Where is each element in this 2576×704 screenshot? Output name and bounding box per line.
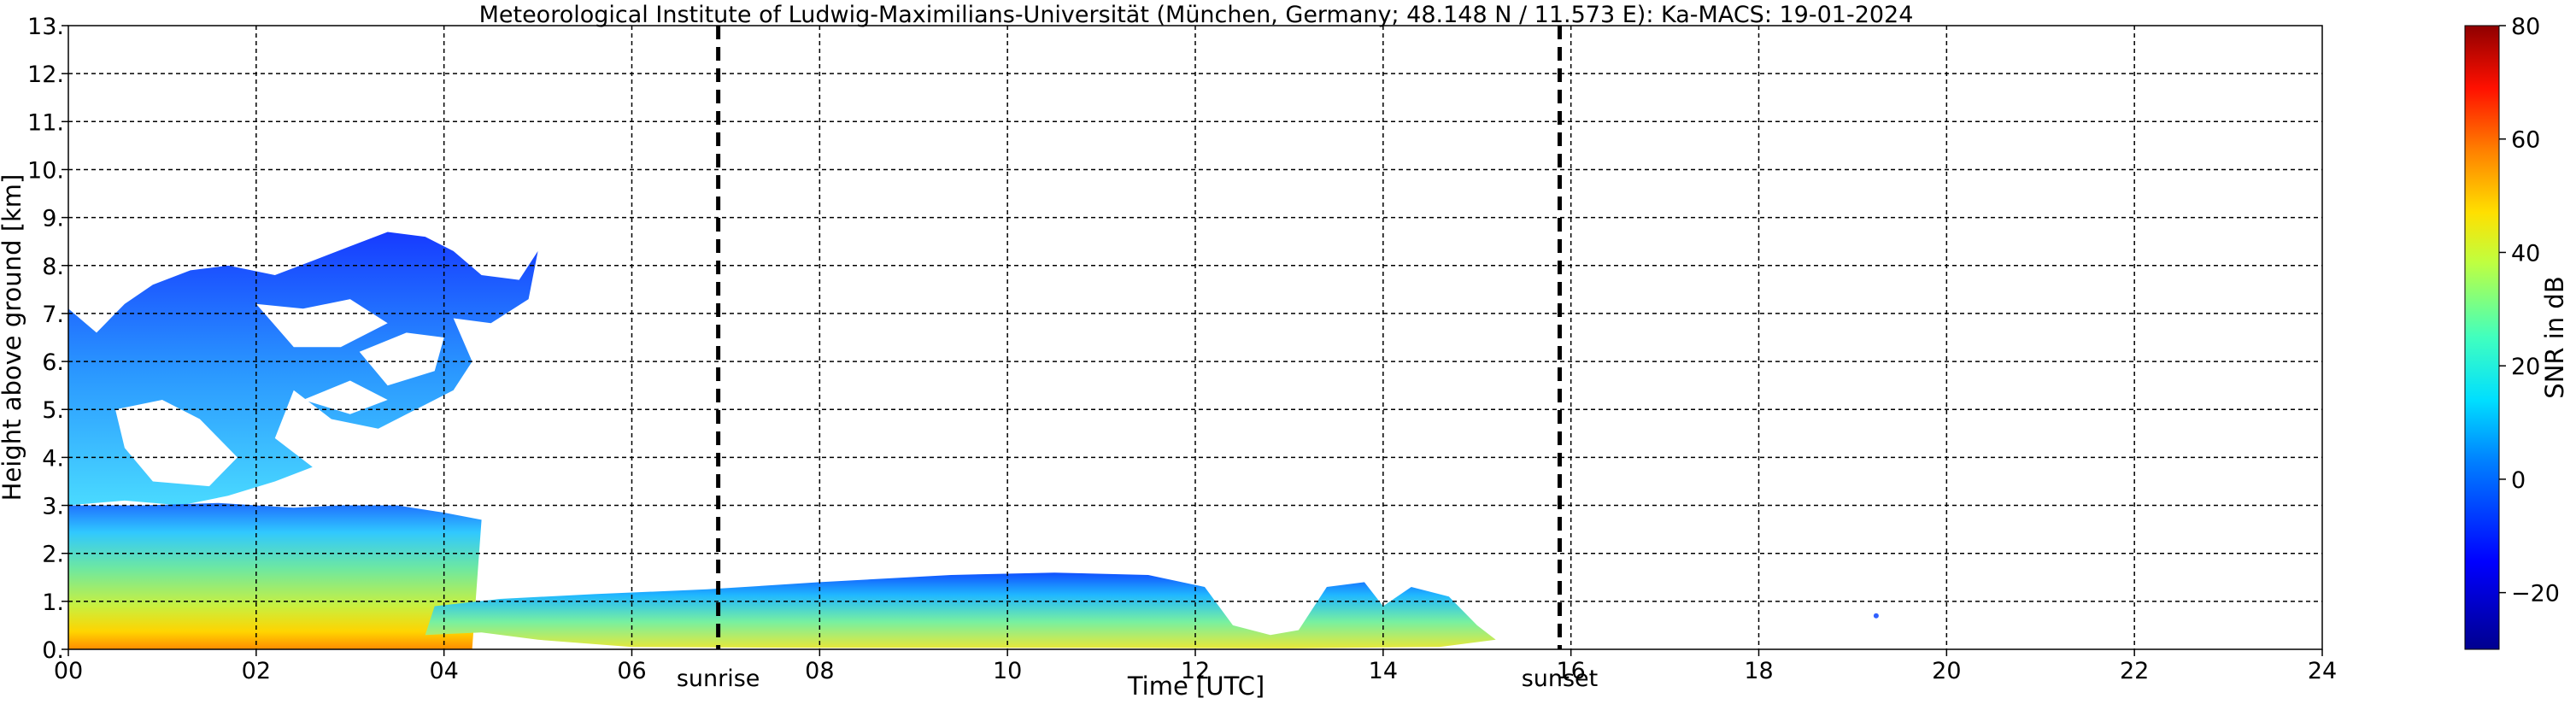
x-tick-label: 24 [2308,658,2337,684]
y-tick-label: 9. [42,206,64,232]
colorbar-tick-label: 80 [2511,14,2540,40]
y-tick-label: 8. [42,254,64,280]
y-tick-label: 0. [42,637,64,664]
colorbar [2464,25,2500,650]
x-tick-label: 16 [1556,658,1585,684]
y-tick-label: 12. [27,62,64,88]
x-tick-label: 06 [617,658,646,684]
colorbar-tick-label: −20 [2511,581,2560,607]
x-tick-label: 18 [1744,658,1773,684]
x-tick-label: 08 [805,658,834,684]
x-tick-label: 14 [1369,658,1398,684]
cloud-gap-0 [255,299,388,348]
y-tick-label: 5. [42,397,64,424]
y-tick-label: 3. [42,494,64,520]
x-tick-label: 10 [993,658,1022,684]
colorbar-tick-label: 40 [2511,240,2540,267]
x-tick-label: 22 [2120,658,2149,684]
boundary-layer-band [425,572,1496,648]
colorbar-tick-label: 0 [2511,467,2526,494]
y-tick-label: 6. [42,349,64,376]
sunset-label: sunset [1522,666,1599,692]
y-axis-label: Height above ground [km] [0,174,26,502]
x-tick-label: 04 [429,658,458,684]
y-tick-label: 4. [42,445,64,472]
cloud-gap-2 [359,332,444,386]
x-tick-label: 00 [54,658,83,684]
y-tick-label: 7. [42,302,64,328]
low-cloud-region [68,502,482,649]
isolated-echo [1873,613,1879,619]
x-axis-label: Time [UTC] [1127,672,1265,701]
x-tick-label: 02 [242,658,271,684]
y-tick-label: 1. [42,590,64,616]
colorbar-tick-label: 20 [2511,354,2540,380]
colorbar-label: SNR in dB [2540,276,2569,398]
y-tick-label: 11. [27,109,64,136]
chart-title: Meteorological Institute of Ludwig-Maxim… [479,2,1914,28]
colorbar-tick-label: 60 [2511,127,2540,154]
cloud-gap-1 [115,400,238,487]
y-tick-label: 13. [27,14,64,40]
sunrise-label: sunrise [677,666,760,692]
y-tick-label: 2. [42,542,64,568]
y-tick-label: 10. [27,157,64,184]
x-tick-label: 20 [1932,658,1961,684]
cloud-gap-3 [302,380,388,414]
x-tick-label: 12 [1181,658,1210,684]
